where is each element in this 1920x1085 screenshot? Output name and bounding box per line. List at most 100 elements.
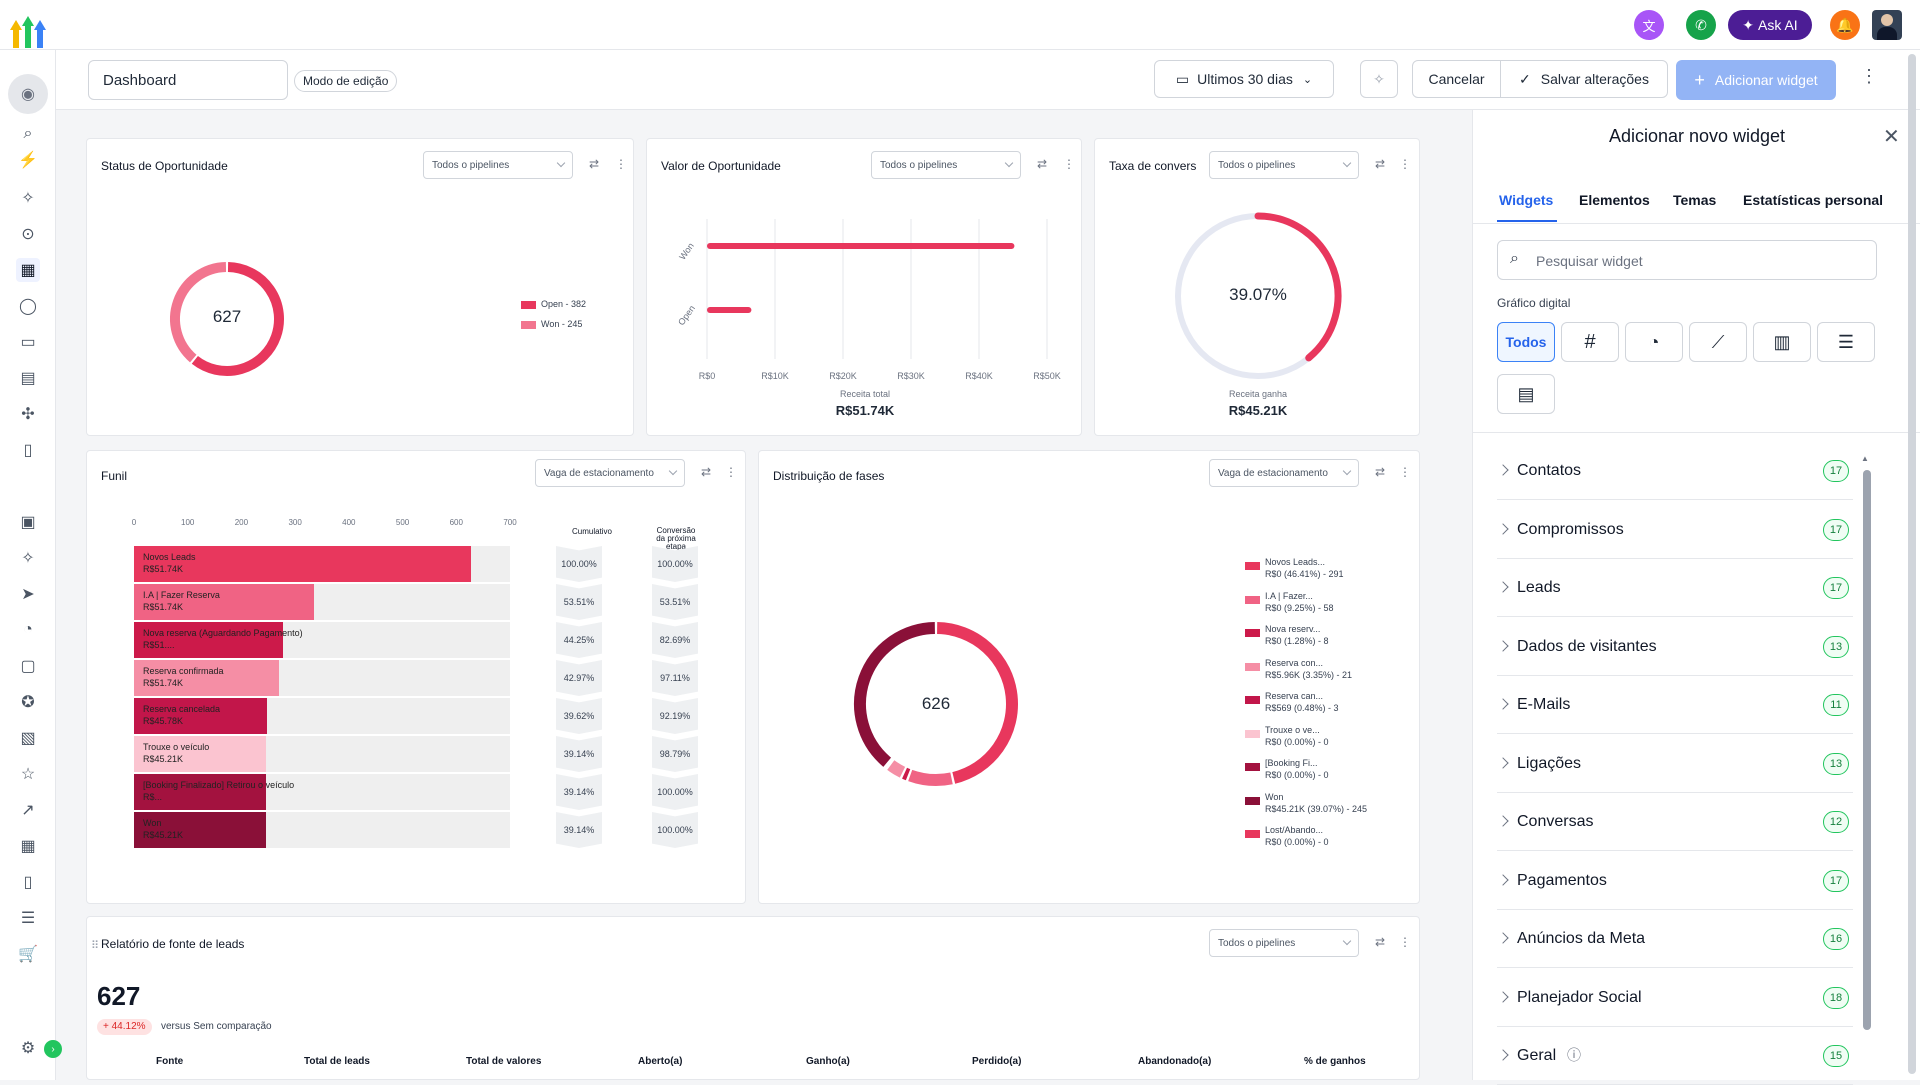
cancel-button[interactable]: Cancelar [1413,61,1501,97]
cart-icon[interactable]: 🛒 [16,942,40,966]
widget-status-oportunidade[interactable]: Status de Oportunidade Todos o pipelines… [86,138,634,436]
number-widget-icon[interactable]: # [1561,322,1619,362]
legend-item[interactable]: [Booking Fi...R$0 (0.00%) - 0 [1265,757,1329,781]
calendar-icon[interactable]: ▭ [16,330,40,354]
memberships-icon[interactable]: ✪ [16,690,40,714]
account-switcher-icon[interactable]: ◉ [8,74,48,114]
donut-slice[interactable] [910,775,951,780]
info-icon[interactable]: ⓘ [1567,1045,1581,1065]
pipeline-filter-select[interactable]: Vaga de estacionamento [1209,459,1359,487]
opportunities-icon[interactable]: ✣ [16,402,40,426]
pipeline-filter-select[interactable]: Todos o pipelines [871,151,1021,179]
swap-icon[interactable]: ⇄ [589,157,599,171]
ask-ai-button[interactable]: ✦Ask AI [1728,10,1812,40]
table-header-cell[interactable]: Total de leads [304,1056,370,1067]
send-icon[interactable]: ➤ [16,582,40,606]
dashboard-name-input[interactable]: Dashboard [88,60,288,100]
donut-slice[interactable] [905,773,909,774]
tab-estatisticas[interactable]: Estatísticas personal [1743,192,1920,208]
reporting-icon[interactable]: ↗ [16,798,40,822]
table-header-cell[interactable]: % de ganhos [1304,1056,1366,1067]
swap-icon[interactable]: ⇄ [701,465,711,479]
save-button[interactable]: ✓Salvar alterações [1501,61,1667,97]
media-icon[interactable]: ▧ [16,726,40,750]
tab-temas[interactable]: Temas [1673,192,1716,208]
widget-menu-icon[interactable]: ⋮ [1399,465,1411,479]
phone-icon[interactable]: ✆ [1686,10,1716,40]
app-marketplace-icon[interactable]: ▦ [16,834,40,858]
horizontal-bar-chart-icon[interactable]: ☰ [1817,322,1875,362]
table-widget-icon[interactable]: ▤ [1497,374,1555,414]
launchpad-icon[interactable]: ⊙ [16,222,40,246]
pie-chart-icon[interactable]: ◔ [1625,322,1683,362]
bar-open[interactable] [707,307,751,313]
reputation-icon[interactable]: ☆ [16,762,40,786]
bar-won[interactable] [707,243,1014,249]
widget-menu-icon[interactable]: ⋮ [1063,157,1075,171]
legend-item[interactable]: I.A | Fazer...R$0 (9.25%) - 58 [1265,590,1334,614]
search-icon[interactable]: ⌕ [16,122,40,146]
table-header-cell[interactable]: Abandonado(a) [1138,1056,1211,1067]
widget-relatorio-fonte-leads[interactable]: ⠿ Relatório de fonte de leads Todos o pi… [86,916,1420,1080]
table-header-cell[interactable]: Aberto(a) [638,1056,682,1067]
payments-icon[interactable]: ▯ [16,438,40,462]
pipeline-filter-select[interactable]: Todos o pipelines [1209,929,1359,957]
more-options-icon[interactable]: ⋮ [1860,66,1878,87]
pipeline-filter-select[interactable]: Todos o pipelines [423,151,573,179]
table-header-cell[interactable]: Ganho(a) [806,1056,850,1067]
widget-menu-icon[interactable]: ⋮ [1399,935,1411,949]
magic-layout-button[interactable]: ✧ [1360,60,1398,98]
widget-menu-icon[interactable]: ⋮ [725,465,737,479]
notification-bell-icon[interactable]: 🔔 [1830,10,1860,40]
marketing-icon[interactable]: ✧ [16,546,40,570]
widget-taxa-conversao[interactable]: Taxa de convers Todos o pipelines ⇄ ⋮ 39… [1094,138,1420,436]
widget-menu-icon[interactable]: ⋮ [615,157,627,171]
add-widget-button[interactable]: +Adicionar widget [1676,60,1836,100]
translate-icon[interactable]: 文 [1634,10,1664,40]
legend-item[interactable]: Lost/Abando...R$0 (0.00%) - 0 [1265,824,1329,848]
table-header-cell[interactable]: Total de valores [466,1056,541,1067]
scroll-up-icon[interactable]: ▲ [1861,454,1869,463]
dashboard-icon[interactable]: ▦ [16,258,40,282]
user-avatar[interactable] [1872,10,1902,40]
filter-all-button[interactable]: Todos [1497,322,1555,362]
pipeline-filter-select[interactable]: Todos o pipelines [1209,151,1359,179]
search-widget-input[interactable]: ⌕ Pesquisar widget [1497,240,1877,280]
swap-icon[interactable]: ⇄ [1375,157,1385,171]
magic-wand-icon[interactable]: ✧ [16,186,40,210]
widget-valor-oportunidade[interactable]: Valor de Oportunidade Todos o pipelines … [646,138,1082,436]
tab-widgets[interactable]: Widgets [1499,192,1553,208]
legend-item[interactable]: Reserva can...R$569 (0.48%) - 3 [1265,690,1339,714]
table-header-cell[interactable]: Fonte [156,1056,183,1067]
pipeline-filter-select[interactable]: Vaga de estacionamento [535,459,685,487]
tab-elementos[interactable]: Elementos [1579,192,1650,208]
legend-item[interactable]: Nova reserv...R$0 (1.28%) - 8 [1265,623,1329,647]
panel-scrollbar[interactable] [1863,470,1871,1030]
conversations-icon[interactable]: ◯ [16,294,40,318]
legend-item[interactable]: Novos Leads...R$0 (46.41%) - 291 [1265,556,1344,580]
ai-agents-icon[interactable]: ▣ [16,510,40,534]
mobile-app-icon[interactable]: ▯ [16,870,40,894]
tasks-icon[interactable]: ☰ [16,906,40,930]
legend-item[interactable]: Trouxe o ve...R$0 (0.00%) - 0 [1265,724,1329,748]
table-header-cell[interactable]: Perdido(a) [972,1056,1021,1067]
swap-icon[interactable]: ⇄ [1375,935,1385,949]
